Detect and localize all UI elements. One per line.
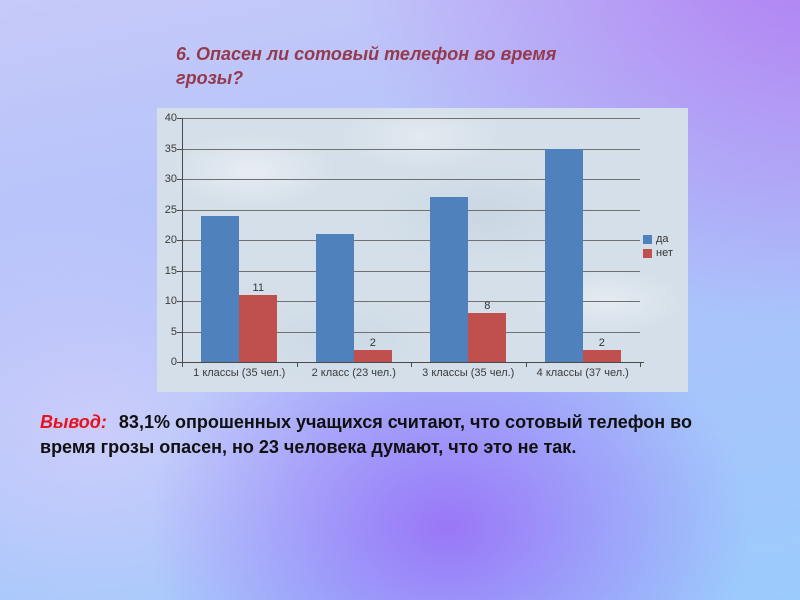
x-axis-category-label: 3 классы (35 чел.) <box>422 367 515 379</box>
bar-wrapper <box>430 118 469 362</box>
bar-group: 2 <box>526 118 641 362</box>
y-axis-tick-label: 20 <box>164 234 177 246</box>
gridline <box>182 209 640 211</box>
legend-item: нет <box>643 248 673 259</box>
bar-wrapper: 8 <box>468 118 507 362</box>
bar-data-label: 2 <box>369 336 376 349</box>
y-axis-tick-label: 35 <box>164 142 177 155</box>
bar-chart: 0 5 10 15 20 25 30 35 40 11 2 8 2 1 классы (35 чел.… <box>157 108 688 392</box>
bar-да <box>544 148 583 362</box>
legend-item: да <box>643 234 673 245</box>
conclusion-label: Вывод: <box>40 412 107 432</box>
bar-wrapper <box>315 118 354 362</box>
legend-label: нет <box>656 247 673 259</box>
gridline <box>182 118 640 119</box>
y-axis-line <box>182 118 183 362</box>
bar-data-label: 2 <box>598 336 605 349</box>
legend-swatch-icon <box>643 235 652 244</box>
bar-wrapper <box>544 118 583 362</box>
bar-нет <box>582 349 621 362</box>
bar-да <box>201 215 240 362</box>
y-axis-tick-label: 30 <box>164 173 177 185</box>
bar-group: 8 <box>411 118 526 362</box>
bar-wrapper <box>201 118 240 362</box>
x-axis-category-label: 1 классы (35 чел.) <box>193 367 286 379</box>
bar-groups: 11 2 8 2 <box>182 118 641 367</box>
x-axis-category-label: 2 класс (23 чел.) <box>311 367 396 379</box>
y-axis-tick <box>177 209 182 211</box>
y-axis-tick-label: 5 <box>170 325 177 338</box>
y-axis-tick <box>177 331 182 333</box>
bar-data-label: 8 <box>484 300 491 313</box>
bar-нет <box>353 349 392 362</box>
bar-wrapper: 11 <box>239 118 278 362</box>
y-axis-tick-label: 15 <box>164 264 177 277</box>
y-axis-tick-label: 10 <box>164 295 177 307</box>
x-axis-tick <box>296 363 298 367</box>
chart-legend: да нет <box>643 234 673 259</box>
x-axis-category-label: 4 классы (37 чел.) <box>536 367 629 379</box>
bar-нет <box>239 294 278 362</box>
bar-wrapper: 2 <box>353 118 392 362</box>
y-axis-tick <box>177 179 182 180</box>
y-axis-labels: 0 5 10 15 20 25 30 35 40 <box>157 108 179 392</box>
legend-swatch-icon <box>643 249 652 258</box>
gridline <box>182 270 640 272</box>
y-axis-tick-label: 0 <box>170 356 177 368</box>
y-axis-tick <box>177 118 182 119</box>
y-axis-tick <box>177 301 182 302</box>
y-axis-tick <box>177 270 182 272</box>
x-axis-line <box>181 362 644 363</box>
conclusion-body: 83,1% опрошенных учащихся считают, что с… <box>40 412 692 457</box>
bar-wrapper: 2 <box>582 118 621 362</box>
x-axis-tick <box>411 363 412 367</box>
y-axis-tick-label: 40 <box>164 112 177 124</box>
x-axis-labels: 1 классы (35 чел.) 2 класс (23 чел.) 3 кла… <box>182 367 640 380</box>
bar-нет <box>468 313 507 362</box>
conclusion: Вывод: 83,1% опрошенных учащихся считают,… <box>40 410 752 460</box>
gridline <box>182 331 640 333</box>
bar-да <box>315 233 354 362</box>
gridline <box>182 148 640 150</box>
bar-group: 2 <box>297 118 412 362</box>
x-axis-tick <box>525 363 527 367</box>
gridline <box>182 179 640 180</box>
y-axis-tick <box>177 240 182 241</box>
y-axis-tick <box>177 148 182 150</box>
bar-group: 11 <box>182 118 297 362</box>
bar-data-label: 11 <box>252 281 264 294</box>
y-axis-tick <box>177 362 182 363</box>
gridline <box>182 240 640 241</box>
x-axis-tick <box>640 363 641 367</box>
x-axis-tick <box>182 363 183 367</box>
y-axis-tick-label: 25 <box>164 203 177 216</box>
slide-title: 6. Опасен ли сотовый телефон во время гр… <box>176 44 557 88</box>
plot-area: 11 2 8 2 <box>177 118 644 367</box>
bar-да <box>430 197 469 362</box>
legend-label: да <box>656 233 669 245</box>
gridline <box>182 301 640 302</box>
